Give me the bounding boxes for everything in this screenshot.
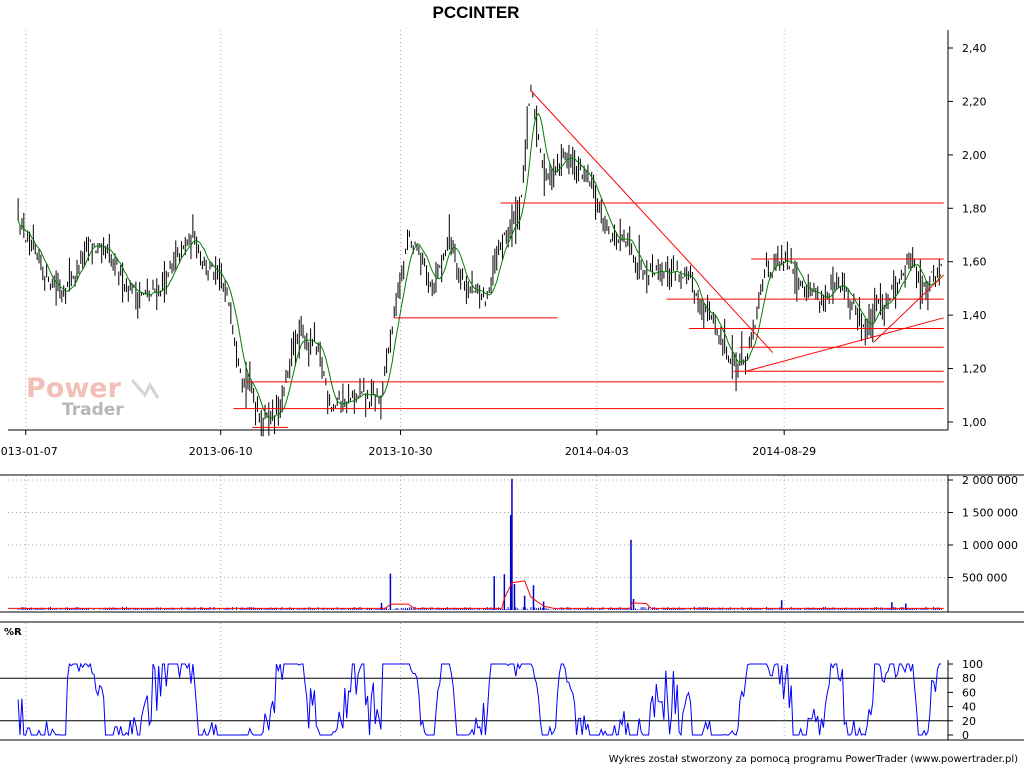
wr-label: %R bbox=[4, 627, 22, 638]
wr-ytick-label: 80 bbox=[962, 672, 976, 685]
footer-credit: Wykres został stworzony za pomocą progra… bbox=[609, 754, 1018, 765]
trend-line bbox=[746, 317, 944, 372]
chart-title: PCCINTER bbox=[433, 3, 520, 22]
volume-ytick-label: 1 500 000 bbox=[962, 507, 1018, 520]
trend-line bbox=[873, 274, 945, 343]
logo-swoosh-icon bbox=[130, 379, 160, 399]
wr-ytick-label: 100 bbox=[962, 658, 983, 671]
wr-ytick-label: 60 bbox=[962, 686, 976, 699]
price-ytick-label: 2,40 bbox=[962, 42, 987, 55]
price-ytick-label: 1,60 bbox=[962, 256, 987, 269]
volume-ytick-label: 1 000 000 bbox=[962, 539, 1018, 552]
price-xtick-label: 2013-06-10 bbox=[189, 445, 253, 458]
powertrader-logo: Power Trader bbox=[26, 373, 160, 420]
wr-ytick-label: 20 bbox=[962, 715, 976, 728]
price-ytick-label: 1,20 bbox=[962, 363, 987, 376]
wr-ytick-label: 40 bbox=[962, 701, 976, 714]
price-xtick-label: 2014-04-03 bbox=[565, 445, 629, 458]
price-xtick-label: 2013-01-07 bbox=[0, 445, 58, 458]
volume-y-ticks: 2 000 000 1 500 000 1 000 000 500 000 bbox=[948, 474, 1018, 585]
price-xtick-label: 2014-08-29 bbox=[752, 445, 816, 458]
support-resistance-lines bbox=[233, 90, 945, 428]
volume-grid bbox=[8, 476, 948, 611]
price-ytick-label: 1,40 bbox=[962, 309, 987, 322]
volume-ytick-label: 2 000 000 bbox=[962, 474, 1018, 487]
price-ytick-label: 2,00 bbox=[962, 149, 987, 162]
price-bars bbox=[17, 84, 942, 437]
volume-panel: 2 000 000 1 500 000 1 000 000 500 000 bbox=[0, 474, 1024, 613]
moving-average-line bbox=[17, 112, 942, 419]
williams-r-line bbox=[17, 662, 942, 737]
price-y-ticks: 2,40 2,20 2,00 1,80 1,60 1,40 1,20 1,00 bbox=[948, 42, 987, 429]
price-xtick-label: 2013-10-30 bbox=[369, 445, 433, 458]
wr-grid bbox=[25, 623, 785, 739]
price-ytick-label: 2,20 bbox=[962, 95, 987, 108]
price-x-ticks: 2013-01-07 2013-06-10 2013-10-30 2014-04-03… bbox=[0, 445, 816, 458]
volume-average-line bbox=[8, 580, 944, 609]
wr-ytick-label: 0 bbox=[962, 729, 969, 742]
price-panel: 2,40 2,20 2,00 1,80 1,60 1,40 1,20 1,00 2013-01… bbox=[0, 30, 987, 458]
trend-line bbox=[530, 90, 774, 353]
price-ytick-label: 1,00 bbox=[962, 416, 987, 429]
watermark-power: Power bbox=[26, 373, 122, 404]
price-ytick-label: 1,80 bbox=[962, 202, 987, 215]
volume-ytick-label: 500 000 bbox=[962, 572, 1008, 585]
watermark-trader: Trader bbox=[62, 400, 124, 420]
